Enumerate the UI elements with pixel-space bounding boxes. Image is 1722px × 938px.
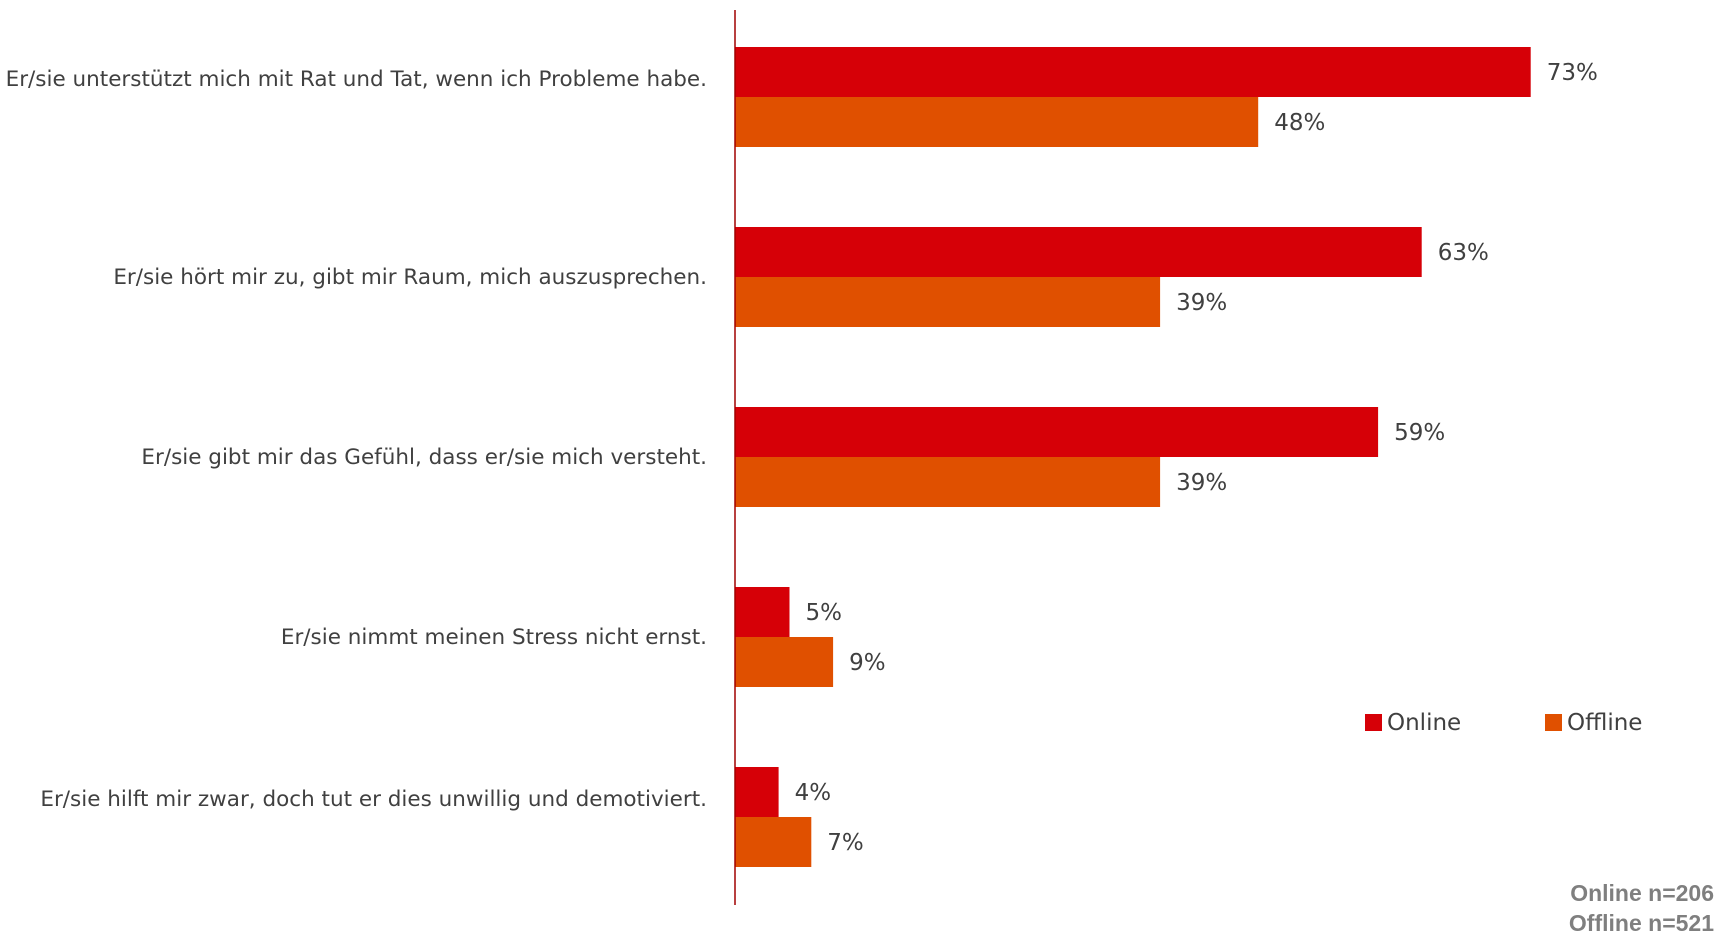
data-label-offline-1: 39% <box>1176 290 1227 316</box>
data-label-offline-0: 48% <box>1274 110 1325 136</box>
data-label-online-4: 4% <box>795 780 832 806</box>
category-label-1: Er/sie hört mir zu, gibt mir Raum, mich … <box>113 264 707 290</box>
bar-offline-1 <box>735 277 1161 327</box>
bar-online-3 <box>735 587 790 637</box>
online-sample-size: Online n=206 <box>1570 880 1714 906</box>
category-label-0: Er/sie unterstützt mich mit Rat und Tat,… <box>5 67 707 92</box>
legend-label-online: Online <box>1387 710 1461 736</box>
legend-swatch-online <box>1365 714 1382 731</box>
bar-online-0 <box>735 47 1531 97</box>
bar-offline-0 <box>735 97 1259 147</box>
bar-online-4 <box>735 767 779 817</box>
data-label-offline-3: 9% <box>849 650 886 676</box>
data-label-online-3: 5% <box>806 600 843 626</box>
data-label-offline-2: 39% <box>1176 470 1227 496</box>
category-label-4: Er/sie hilft mir zwar, doch tut er dies … <box>40 787 707 812</box>
category-label-2: Er/sie gibt mir das Gefühl, dass er/sie … <box>141 444 707 470</box>
bar-offline-4 <box>735 817 812 867</box>
legend-swatch-offline <box>1545 714 1562 731</box>
data-label-online-2: 59% <box>1394 420 1445 446</box>
data-label-offline-4: 7% <box>827 830 864 856</box>
bar-online-2 <box>735 407 1379 457</box>
bar-offline-2 <box>735 457 1161 507</box>
data-label-online-1: 63% <box>1438 240 1489 266</box>
category-label-3: Er/sie nimmt meinen Stress nicht ernst. <box>280 624 707 650</box>
data-label-online-0: 73% <box>1547 60 1598 86</box>
bar-online-1 <box>735 227 1422 277</box>
bar-offline-3 <box>735 637 834 687</box>
legend-label-offline: Offline <box>1567 710 1642 736</box>
offline-sample-size: Offline n=521 <box>1568 910 1714 936</box>
